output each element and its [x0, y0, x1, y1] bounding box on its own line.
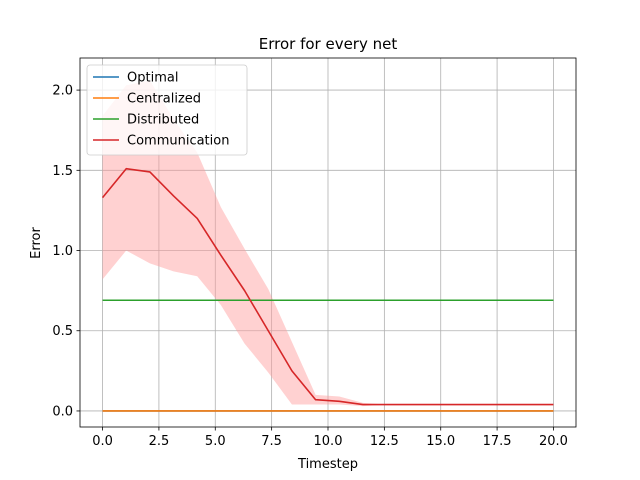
legend: Optimal Centralized Distributed Communicati… — [86, 64, 248, 156]
x-tick-label: 15.0 — [426, 434, 455, 449]
y-tick-label: 1.0 — [52, 244, 73, 259]
x-tick-label: 2.5 — [149, 434, 170, 449]
x-tick-label: 20.0 — [539, 434, 568, 449]
y-tick-label: 0.0 — [52, 404, 73, 419]
series-line-communication — [101, 167, 554, 406]
axis-ticks: 0.0 2.5 5.0 7.5 10.0 12.5 15.0 17.5 20.0 0.0 0.5 1.… — [52, 84, 568, 449]
x-axis-label: Timestep — [297, 457, 358, 472]
series-lines — [101, 167, 554, 412]
x-tick-label: 10.0 — [314, 434, 343, 449]
x-tick-label: 17.5 — [483, 434, 512, 449]
legend-label-optimal: Optimal — [127, 71, 178, 86]
legend-label-distributed: Distributed — [127, 113, 199, 128]
y-tick-label: 2.0 — [52, 84, 73, 99]
x-tick-label: 7.5 — [261, 434, 282, 449]
legend-box — [86, 64, 248, 156]
y-axis-label: Error — [29, 227, 44, 259]
y-tick-label: 0.5 — [52, 324, 73, 339]
chart-title: Error for every net — [259, 35, 398, 53]
legend-label-communication: Communication — [127, 134, 229, 149]
x-tick-label: 5.0 — [205, 434, 226, 449]
y-tick-label: 1.5 — [52, 164, 73, 179]
legend-label-centralized: Centralized — [127, 92, 201, 107]
x-tick-label: 0.0 — [92, 434, 113, 449]
x-tick-label: 12.5 — [370, 434, 399, 449]
